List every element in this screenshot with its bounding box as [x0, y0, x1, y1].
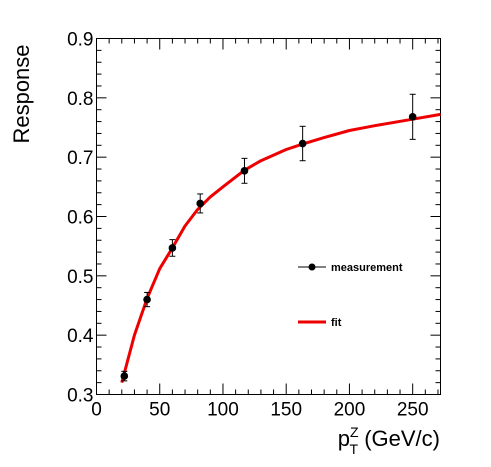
y-tick-label: 0.8 [67, 89, 93, 110]
x-axis-title-unit: (GeV/c) [358, 426, 440, 451]
measurement-series [120, 93, 417, 382]
legend-measurement-marker [308, 263, 316, 271]
measurement-point [120, 372, 129, 380]
x-axis-tick-labels: 0 50 100 150 200 250 [91, 400, 428, 421]
x-tick-label: 100 [207, 400, 239, 421]
measurement-point [298, 139, 307, 148]
y-axis-tick-labels: 0.3 0.4 0.5 0.6 0.7 0.8 0.9 [67, 30, 94, 407]
y-axis-ticks [96, 38, 441, 395]
y-tick-label: 0.7 [67, 148, 93, 169]
x-axis-title: pZ T (GeV/c) [338, 424, 440, 457]
y-tick-label: 0.9 [67, 30, 93, 51]
y-axis-title: Response [9, 44, 34, 143]
x-tick-label: 200 [334, 400, 366, 421]
measurement-point [143, 295, 151, 304]
x-axis-title-sub: T [350, 441, 359, 457]
measurement-point [408, 113, 417, 121]
measurement-point [240, 167, 249, 175]
y-tick-label: 0.3 [67, 386, 93, 407]
plot-frame [96, 38, 441, 395]
x-axis-title-main: p [338, 426, 350, 451]
y-tick-label: 0.5 [67, 267, 93, 288]
measurement-point [168, 244, 177, 252]
x-tick-label: 150 [270, 400, 302, 421]
x-tick-label: 250 [397, 400, 429, 421]
x-axis-title-sup: Z [350, 424, 359, 440]
legend-measurement-label: measurement [331, 262, 403, 274]
x-axis-ticks [96, 38, 439, 395]
fit-curve [120, 112, 441, 383]
x-tick-label: 0 [91, 400, 102, 421]
legend: measurement fit [298, 262, 403, 329]
y-tick-label: 0.4 [67, 326, 94, 347]
measurement-point [196, 199, 205, 208]
fit-series [120, 112, 441, 383]
y-tick-label: 0.6 [67, 208, 93, 229]
legend-fit-label: fit [331, 317, 342, 329]
x-tick-label: 50 [149, 400, 170, 421]
